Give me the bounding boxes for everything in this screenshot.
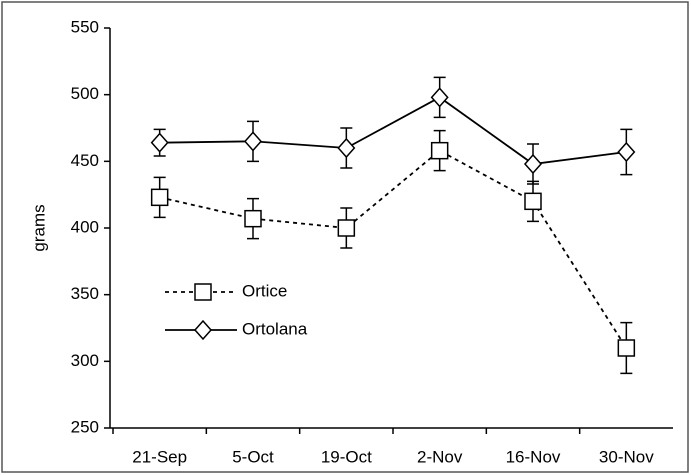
x-tick-label: 21-Sep (132, 447, 187, 466)
marker (150, 188, 169, 207)
marker (194, 283, 212, 301)
x-tick-label: 19-Oct (321, 447, 372, 466)
marker (337, 219, 356, 237)
y-tick-label: 350 (71, 284, 99, 303)
y-tick-label: 300 (71, 351, 99, 370)
marker (524, 192, 542, 211)
y-tick-label: 500 (71, 84, 99, 103)
marker (430, 141, 449, 160)
legend-label: Ortice (242, 281, 287, 300)
series-line (159, 149, 628, 349)
y-tick-label: 550 (71, 17, 99, 36)
x-tick-label: 5-Oct (232, 447, 274, 466)
series-line (159, 96, 627, 165)
legend-label: Ortolana (242, 319, 308, 338)
x-tick-label: 2-Nov (417, 447, 463, 466)
x-tick-label: 16-Nov (506, 447, 561, 466)
y-tick-label: 450 (71, 151, 99, 170)
y-tick-label: 400 (71, 217, 99, 236)
marker (337, 137, 356, 159)
x-tick-label: 30-Nov (599, 447, 654, 466)
marker (617, 339, 636, 357)
marker (523, 153, 543, 175)
marker (150, 132, 169, 153)
marker (244, 209, 262, 228)
marker (243, 131, 263, 152)
marker (193, 319, 213, 341)
marker (430, 87, 449, 108)
y-tick-label: 250 (71, 417, 99, 436)
marker (617, 141, 636, 163)
y-axis-label: grams (29, 204, 48, 251)
